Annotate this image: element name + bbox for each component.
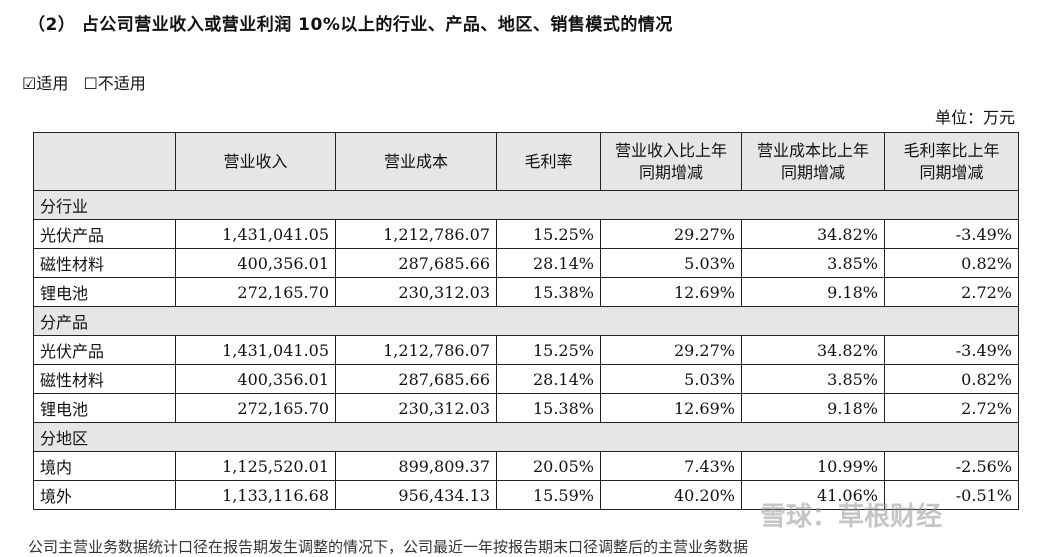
section-heading: （2） 占公司营业收入或营业利润 10%以上的行业、产品、地区、销售模式的情况 [28, 15, 673, 35]
not-applicable-option[interactable]: ☐不适用 [83, 74, 146, 93]
table-cell: 10.99% [741, 451, 885, 481]
row-label: 光伏产品 [33, 335, 176, 365]
table-cell: 0.82% [884, 364, 1019, 394]
table-header-row: 营业收入 营业成本 毛利率 营业收入比上年 同期增减 营业成本比上年 同期增减 毛利率比上年同… [33, 132, 1019, 191]
table-cell: 0.82% [884, 248, 1019, 278]
table-cell: 287,685.66 [335, 364, 497, 394]
table-cell: -3.49% [884, 219, 1019, 249]
column-header: 营业收入 [175, 132, 336, 191]
table-cell: 3.85% [741, 248, 885, 278]
column-header: 营业成本比上年 同期增减 [741, 132, 885, 191]
table-cell: 272,165.70 [175, 277, 336, 307]
table-cell: 20.05% [496, 451, 601, 481]
table-cell: 34.82% [741, 219, 885, 249]
table-cell: 34.82% [741, 335, 885, 365]
unit-label: 单位：万元 [934, 108, 1015, 127]
table-cell: 400,356.01 [175, 248, 336, 278]
revenue-breakdown-table: 营业收入 营业成本 毛利率 营业收入比上年 同期增减 营业成本比上年 同期增减 毛利率比上年同… [33, 132, 1019, 510]
table-cell: 2.72% [884, 277, 1019, 307]
row-label: 境内 [33, 451, 176, 481]
table-row: 光伏产品 1,431,041.05 1,212,786.07 15.25% 29.27%… [33, 335, 1019, 365]
table-cell: 9.18% [741, 393, 885, 423]
table-cell: -2.56% [884, 451, 1019, 481]
column-header: 毛利率比上年 同期增减 [884, 132, 1019, 191]
column-header [33, 132, 176, 191]
table-cell: 12.69% [600, 393, 742, 423]
table-cell: 28.14% [496, 248, 601, 278]
table-cell: 15.25% [496, 219, 601, 249]
table-cell: 29.27% [600, 219, 742, 249]
table-cell: 9.18% [741, 277, 885, 307]
row-label: 磁性材料 [33, 248, 176, 278]
column-header: 毛利率 [496, 132, 601, 191]
table-cell: 230,312.03 [335, 277, 497, 307]
table-cell: 287,685.66 [335, 248, 497, 278]
table-cell: 1,212,786.07 [335, 219, 497, 249]
table-row: 磁性材料 400,356.01 287,685.66 28.14% 5.03% 3.85%… [33, 248, 1019, 278]
table-cell: 28.14% [496, 364, 601, 394]
table-cell: 7.43% [600, 451, 742, 481]
table-cell: 15.25% [496, 335, 601, 365]
row-label: 境外 [33, 480, 176, 510]
table-cell: 230,312.03 [335, 393, 497, 423]
table-cell: 1,212,786.07 [335, 335, 497, 365]
table-cell: 1,133,116.68 [175, 480, 336, 510]
table-cell: 40.20% [600, 480, 742, 510]
section-row: 分行业 [33, 190, 1019, 220]
table-cell: 15.38% [496, 277, 601, 307]
applicability-options: ☑适用 ☐不适用 [22, 70, 156, 94]
section-title: 分行业 [33, 190, 1019, 220]
column-header: 营业成本 [335, 132, 497, 191]
column-header: 营业收入比上年 同期增减 [600, 132, 742, 191]
table-cell: 15.38% [496, 393, 601, 423]
row-label: 磁性材料 [33, 364, 176, 394]
row-label: 锂电池 [33, 277, 176, 307]
row-label: 光伏产品 [33, 219, 176, 249]
row-label: 锂电池 [33, 393, 176, 423]
section-title: 分地区 [33, 422, 1019, 452]
table-row: 锂电池 272,165.70 230,312.03 15.38% 12.69% 9.18%… [33, 393, 1019, 423]
section-row: 分地区 [33, 422, 1019, 452]
table-cell: -3.49% [884, 335, 1019, 365]
table-row: 光伏产品 1,431,041.05 1,212,786.07 15.25% 29.27%… [33, 219, 1019, 249]
table-cell: 5.03% [600, 248, 742, 278]
table-cell: 5.03% [600, 364, 742, 394]
table-row: 磁性材料 400,356.01 287,685.66 28.14% 5.03% 3.85%… [33, 364, 1019, 394]
table-cell: 956,434.13 [335, 480, 497, 510]
table-cell: 1,431,041.05 [175, 219, 336, 249]
table-cell: 272,165.70 [175, 393, 336, 423]
table-cell: 899,809.37 [335, 451, 497, 481]
table-cell: 1,431,041.05 [175, 335, 336, 365]
table-cell: 29.27% [600, 335, 742, 365]
table-cell: -0.51% [884, 480, 1019, 510]
table-cell: 12.69% [600, 277, 742, 307]
table-cell: 400,356.01 [175, 364, 336, 394]
table-cell: 1,125,520.01 [175, 451, 336, 481]
applicable-option[interactable]: ☑适用 [22, 74, 69, 93]
section-title: 分产品 [33, 306, 1019, 336]
table-row: 境内 1,125,520.01 899,809.37 20.05% 7.43% 10.99… [33, 451, 1019, 481]
section-row: 分产品 [33, 306, 1019, 336]
table-cell: 15.59% [496, 480, 601, 510]
watermark: 雪球：草根财经 [760, 502, 943, 532]
table-row: 境外 1,133,116.68 956,434.13 15.59% 40.20% 41.0… [33, 480, 1019, 510]
table-cell: 2.72% [884, 393, 1019, 423]
table-cell: 3.85% [741, 364, 885, 394]
table-row: 锂电池 272,165.70 230,312.03 15.38% 12.69% 9.18%… [33, 277, 1019, 307]
